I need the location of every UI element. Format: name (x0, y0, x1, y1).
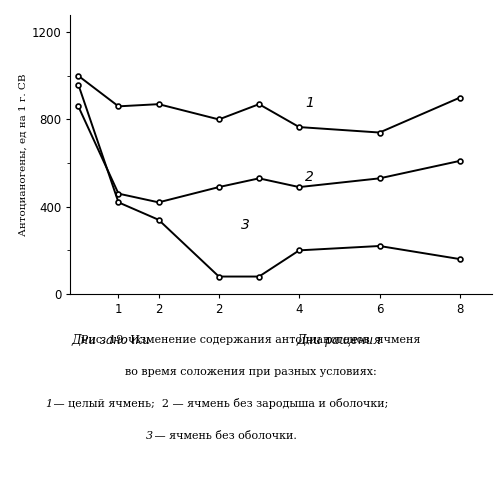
Text: — ячмень без оболочки.: — ячмень без оболочки. (150, 431, 296, 441)
Text: 3: 3 (145, 431, 152, 441)
Text: Рис. 19. Изменение содержания антоцианогенов  ячменя: Рис. 19. Изменение содержания антоцианог… (81, 335, 420, 345)
Text: 1: 1 (45, 399, 52, 409)
Text: 2: 2 (305, 170, 314, 184)
Text: 1: 1 (305, 97, 314, 110)
Text: 3: 3 (240, 218, 249, 232)
Text: Дни заночки: Дни заночки (71, 334, 149, 347)
Text: Дни ращения: Дни ращения (296, 334, 381, 347)
Text: — целый ячмень;  2 — ячмень без зародыша и оболочки;: — целый ячмень; 2 — ячмень без зародыша … (50, 398, 388, 409)
Y-axis label: Антоцианогены, ед на 1 г. СВ: Антоцианогены, ед на 1 г. СВ (19, 73, 27, 236)
Text: во время соложения при разных условиях:: во время соложения при разных условиях: (125, 367, 376, 377)
